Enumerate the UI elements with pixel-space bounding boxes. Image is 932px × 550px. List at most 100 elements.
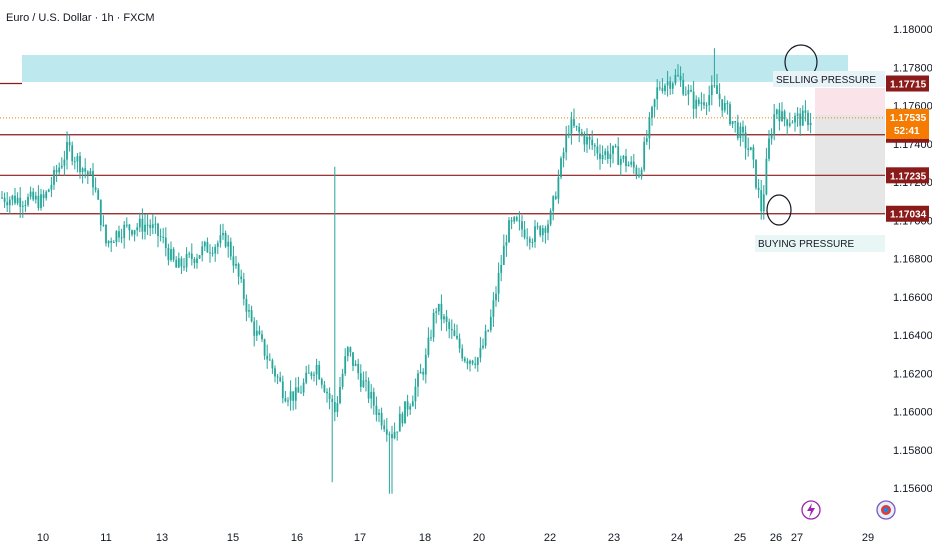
candle — [297, 376, 300, 393]
candle — [580, 128, 583, 137]
candle — [55, 164, 58, 182]
candle — [14, 187, 16, 206]
candle — [599, 144, 601, 170]
candle — [804, 100, 807, 122]
candle — [211, 246, 214, 257]
candle — [653, 98, 656, 118]
candle — [328, 387, 331, 410]
candle — [466, 358, 469, 370]
candle — [172, 247, 175, 263]
candle — [469, 359, 471, 372]
candle — [73, 156, 76, 170]
candle — [708, 85, 711, 112]
candle — [677, 64, 679, 77]
level-tag-0 — [886, 75, 929, 92]
candle — [422, 368, 425, 381]
level-tag-label: 1.17235 — [890, 171, 927, 182]
x-tick-label: 13 — [156, 532, 168, 544]
candle — [427, 327, 430, 358]
candle — [115, 230, 118, 247]
candle — [404, 401, 406, 424]
candle — [419, 363, 422, 374]
x-axis[interactable]: 10 11 13 15 16 17 18 20 22 23 24 25 26 27 29 — [37, 532, 874, 544]
candle — [3, 192, 6, 208]
x-tick-label: 25 — [734, 532, 746, 544]
candle — [89, 168, 92, 176]
candle — [645, 129, 648, 145]
countdown-label: 52:41 — [894, 126, 920, 137]
candle — [528, 236, 531, 250]
candle — [570, 111, 573, 145]
candle — [68, 134, 71, 152]
candle — [149, 219, 152, 236]
candle — [596, 138, 599, 160]
selling-pressure-label: SELLING PRESSURE — [776, 75, 876, 86]
candle — [131, 229, 133, 237]
candle — [396, 431, 399, 441]
candle — [42, 189, 45, 207]
candle — [326, 388, 328, 403]
candle — [573, 108, 575, 129]
candle — [635, 164, 638, 180]
candle — [690, 85, 692, 93]
candle — [557, 169, 560, 204]
lightning-icon[interactable] — [801, 500, 821, 520]
candle — [97, 187, 100, 201]
candle — [801, 105, 804, 126]
candle — [713, 48, 716, 88]
candle — [744, 125, 747, 160]
y-tick-label: 1.15600 — [893, 483, 932, 495]
candle — [679, 66, 682, 87]
candle — [575, 125, 578, 131]
candle — [409, 403, 412, 415]
candle — [788, 112, 791, 128]
candle — [606, 145, 609, 164]
candle — [185, 247, 188, 272]
candle — [666, 70, 669, 97]
candle — [29, 186, 32, 200]
candle — [365, 371, 367, 392]
candle — [614, 143, 617, 148]
candle — [391, 425, 393, 494]
candle — [697, 97, 700, 107]
candle — [471, 359, 474, 366]
candle — [687, 84, 690, 106]
candle — [669, 76, 672, 95]
candle — [450, 319, 453, 339]
current-price-label: 1.17535 — [890, 113, 927, 124]
candle — [547, 219, 549, 241]
candle — [531, 238, 534, 248]
candle — [487, 329, 490, 333]
x-tick-label: 15 — [227, 532, 239, 544]
candle — [344, 348, 347, 376]
candle — [141, 208, 144, 240]
x-tick-label: 11 — [100, 532, 111, 544]
candle — [406, 394, 409, 417]
candle — [333, 166, 336, 422]
flag-icon[interactable] — [876, 500, 896, 520]
candle — [8, 196, 11, 215]
candle — [424, 348, 427, 384]
candle — [643, 136, 646, 172]
candle — [463, 356, 466, 363]
candle — [40, 188, 42, 211]
candle — [300, 385, 302, 394]
y-tick-label: 1.16600 — [893, 292, 932, 304]
candle — [289, 380, 292, 411]
y-tick-label: 1.15800 — [893, 445, 932, 457]
candle — [411, 395, 414, 407]
candle — [37, 185, 40, 211]
candle — [209, 244, 211, 263]
candle — [183, 257, 185, 271]
x-tick-label: 20 — [473, 532, 485, 544]
candle — [146, 213, 149, 236]
candle — [534, 219, 536, 248]
candle — [417, 369, 419, 397]
candle — [658, 81, 661, 91]
candle — [695, 95, 698, 118]
y-tick-label: 1.16000 — [893, 407, 932, 419]
candle — [622, 154, 625, 163]
candle — [203, 240, 206, 252]
